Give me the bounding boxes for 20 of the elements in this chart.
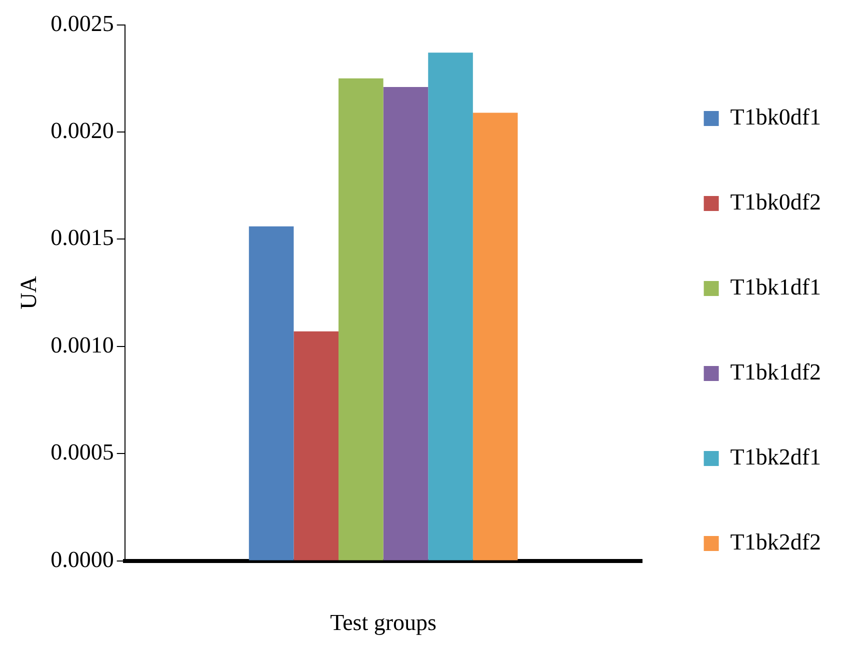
bar [294,331,339,560]
legend-label: T1bk1df2 [730,360,822,385]
legend-label: T1bk1df1 [730,274,822,300]
y-tick-label: 0.0010 [50,332,114,358]
y-tick-label: 0.0020 [50,118,114,144]
x-axis-title: Test groups [330,610,437,636]
y-axis-title: UA [16,276,41,310]
legend-label: T1bk0df2 [730,190,822,215]
legend-label: T1bk2df1 [730,444,822,470]
y-tick-label: 0.0025 [50,10,114,36]
bar [383,86,428,560]
y-tick-label: 0.0005 [50,440,114,465]
y-tick-label: 0.0000 [50,546,114,572]
legend-label: T1bk0df1 [730,104,822,130]
bar [472,112,518,560]
bar [248,226,294,560]
bar [338,78,384,560]
y-tick-label: 0.0015 [50,225,114,250]
legend-label: T1bk2df2 [730,530,822,555]
bar [428,52,473,560]
